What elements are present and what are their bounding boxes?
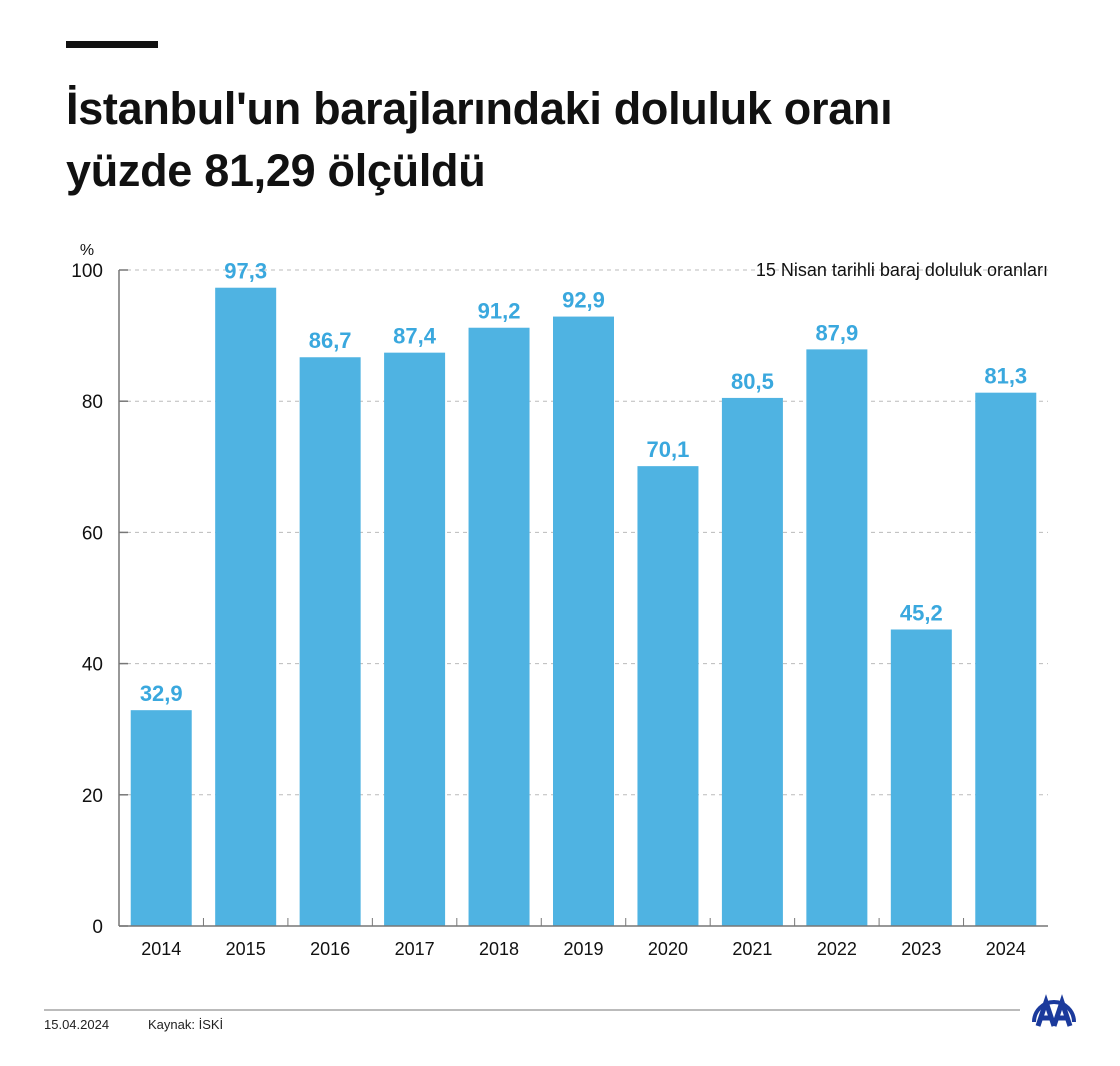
value-label: 97,3 [224, 259, 267, 284]
value-label: 87,4 [393, 324, 437, 349]
bar-2019 [553, 316, 614, 926]
value-label: 45,2 [900, 600, 943, 625]
bar-2024 [975, 392, 1037, 926]
y-tick-label: 0 [92, 917, 103, 938]
chart-subtitle: 15 Nisan tarihli baraj doluluk oranları [756, 260, 1048, 280]
bar-2023 [890, 629, 952, 926]
title-line-2: yüzde 81,29 ölçüldü [66, 145, 486, 196]
x-tick-label: 2017 [395, 939, 435, 959]
value-label: 87,9 [815, 320, 858, 345]
value-label: 92,9 [562, 288, 605, 313]
value-label: 86,7 [309, 328, 352, 353]
x-tick-label: 2016 [310, 939, 350, 959]
value-label: 70,1 [647, 437, 690, 462]
aa-logo-icon [1032, 994, 1076, 1027]
bar-2021 [721, 397, 783, 926]
accent-bar [66, 41, 158, 48]
value-label: 81,3 [984, 364, 1027, 389]
y-tick-label: 100 [71, 261, 103, 282]
footer-divider [44, 1009, 1020, 1011]
x-tick-label: 2023 [901, 939, 941, 959]
bar-2017 [384, 352, 446, 926]
y-tick-label: 60 [82, 523, 103, 544]
x-tick-label: 2020 [648, 939, 688, 959]
y-axis-label: % [80, 242, 94, 259]
bar-2022 [806, 349, 868, 927]
footer-source: Kaynak: İSKİ [148, 1017, 224, 1032]
x-tick-label: 2021 [732, 939, 772, 959]
bar-2018 [468, 327, 530, 926]
bar-2016 [299, 357, 361, 926]
y-tick-label: 40 [82, 655, 103, 676]
title-line-1: İstanbul'un barajlarındaki doluluk oranı [66, 83, 893, 134]
y-tick-label: 80 [82, 392, 103, 413]
x-tick-label: 2018 [479, 939, 519, 959]
bar-2015 [215, 287, 277, 926]
x-tick-label: 2015 [226, 939, 266, 959]
value-label: 32,9 [140, 681, 183, 706]
x-tick-label: 2019 [563, 939, 603, 959]
x-tick-label: 2014 [141, 939, 181, 959]
x-tick-label: 2024 [986, 939, 1026, 959]
x-tick-label: 2022 [817, 939, 857, 959]
y-tick-label: 20 [82, 786, 103, 807]
footer-date: 15.04.2024 [44, 1017, 110, 1032]
value-label: 80,5 [731, 369, 774, 394]
bar-2014 [130, 710, 192, 926]
bar-2020 [637, 466, 699, 926]
value-label: 91,2 [478, 299, 521, 324]
page-title: İstanbul'un barajlarındaki doluluk oranı… [66, 78, 1066, 202]
bar-chart: 0 20 40 60 80 100% 15 Nisan tarihli baraj dolu… [71, 242, 1048, 959]
